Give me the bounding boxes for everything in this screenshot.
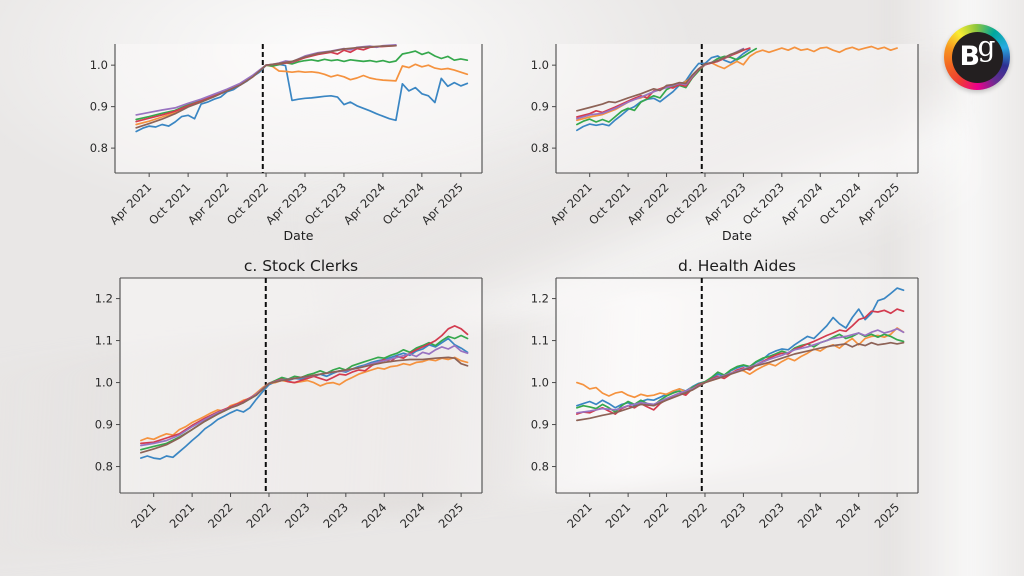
x-tick-label: 2023 [282,500,313,531]
x-tick-label: 2021 [564,500,595,531]
y-tick-label: 0.8 [531,460,549,474]
x-tick-label: Apr 2025 [419,180,466,227]
x-tick-label: 2024 [397,500,428,531]
x-tick-label: Apr 2024 [341,180,388,227]
x-tick-label: Oct 2022 [224,180,271,227]
x-axis-label-b: Date [722,228,752,243]
x-tick-label: 2025 [436,500,467,531]
y-tick-label: 1.0 [90,58,108,72]
logo-inner-circle: B g [951,29,1003,83]
x-tick-label: 2021 [128,500,159,531]
y-tick-label: 0.9 [90,100,108,114]
series-line-brown [576,341,905,422]
series-line-green [576,332,905,413]
y-tick-label: 0.8 [90,141,108,155]
x-tick-label: Apr 2022 [185,180,232,227]
plot-area [120,278,482,493]
x-tick-label: 2023 [320,500,351,531]
x-tick-label: 2022 [679,500,710,531]
series-line-brown [576,48,745,112]
x-tick-label: 2022 [641,500,672,531]
x-tick-label: 2023 [756,500,787,531]
x-tick-label: 2024 [833,500,864,531]
series-line-blue [135,63,469,133]
chart-title-d: d. Health Aides [678,257,796,275]
logo-letter-b: B [959,40,981,72]
y-tick-label: 0.9 [531,100,549,114]
x-tick-label: 2022 [243,500,274,531]
x-tick-label: 2022 [205,500,236,531]
x-tick-label: 2021 [167,500,198,531]
y-tick-label: 1.1 [531,334,549,348]
x-tick-label: 2024 [795,500,826,531]
series-line-orange [140,356,469,442]
y-tick-label: 0.8 [95,460,113,474]
y-tick-label: 0.8 [531,141,549,155]
x-tick-label: Apr 2021 [107,180,154,227]
chart-title-c: c. Stock Clerks [244,257,358,275]
x-tick-label: Apr 2023 [263,180,310,227]
y-tick-label: 1.2 [531,292,549,306]
x-tick-label: 2021 [603,500,634,531]
y-tick-label: 0.9 [95,418,113,432]
x-tick-label: 2025 [872,500,903,531]
y-tick-label: 1.0 [531,376,549,390]
x-tick-label: 2023 [718,500,749,531]
y-tick-label: 1.0 [95,376,113,390]
y-tick-label: 1.0 [531,58,549,72]
brand-logo: B g [944,24,1010,90]
series-line-purple [576,327,905,414]
series-line-brown [135,44,397,129]
logo-letter-g: g [977,29,996,63]
y-tick-label: 0.9 [531,418,549,432]
x-axis-label-a: Date [284,228,314,243]
x-tick-label: Apr 2025 [855,180,902,227]
y-tick-label: 1.1 [95,334,113,348]
series-line-blue [140,337,469,460]
plot-area [556,278,918,493]
series-line-brown [140,356,469,454]
x-tick-label: Oct 2021 [146,180,193,227]
x-tick-label: Oct 2024 [380,180,427,227]
x-tick-label: Oct 2023 [302,180,349,227]
x-tick-label: 2024 [359,500,390,531]
y-tick-label: 1.2 [95,292,113,306]
